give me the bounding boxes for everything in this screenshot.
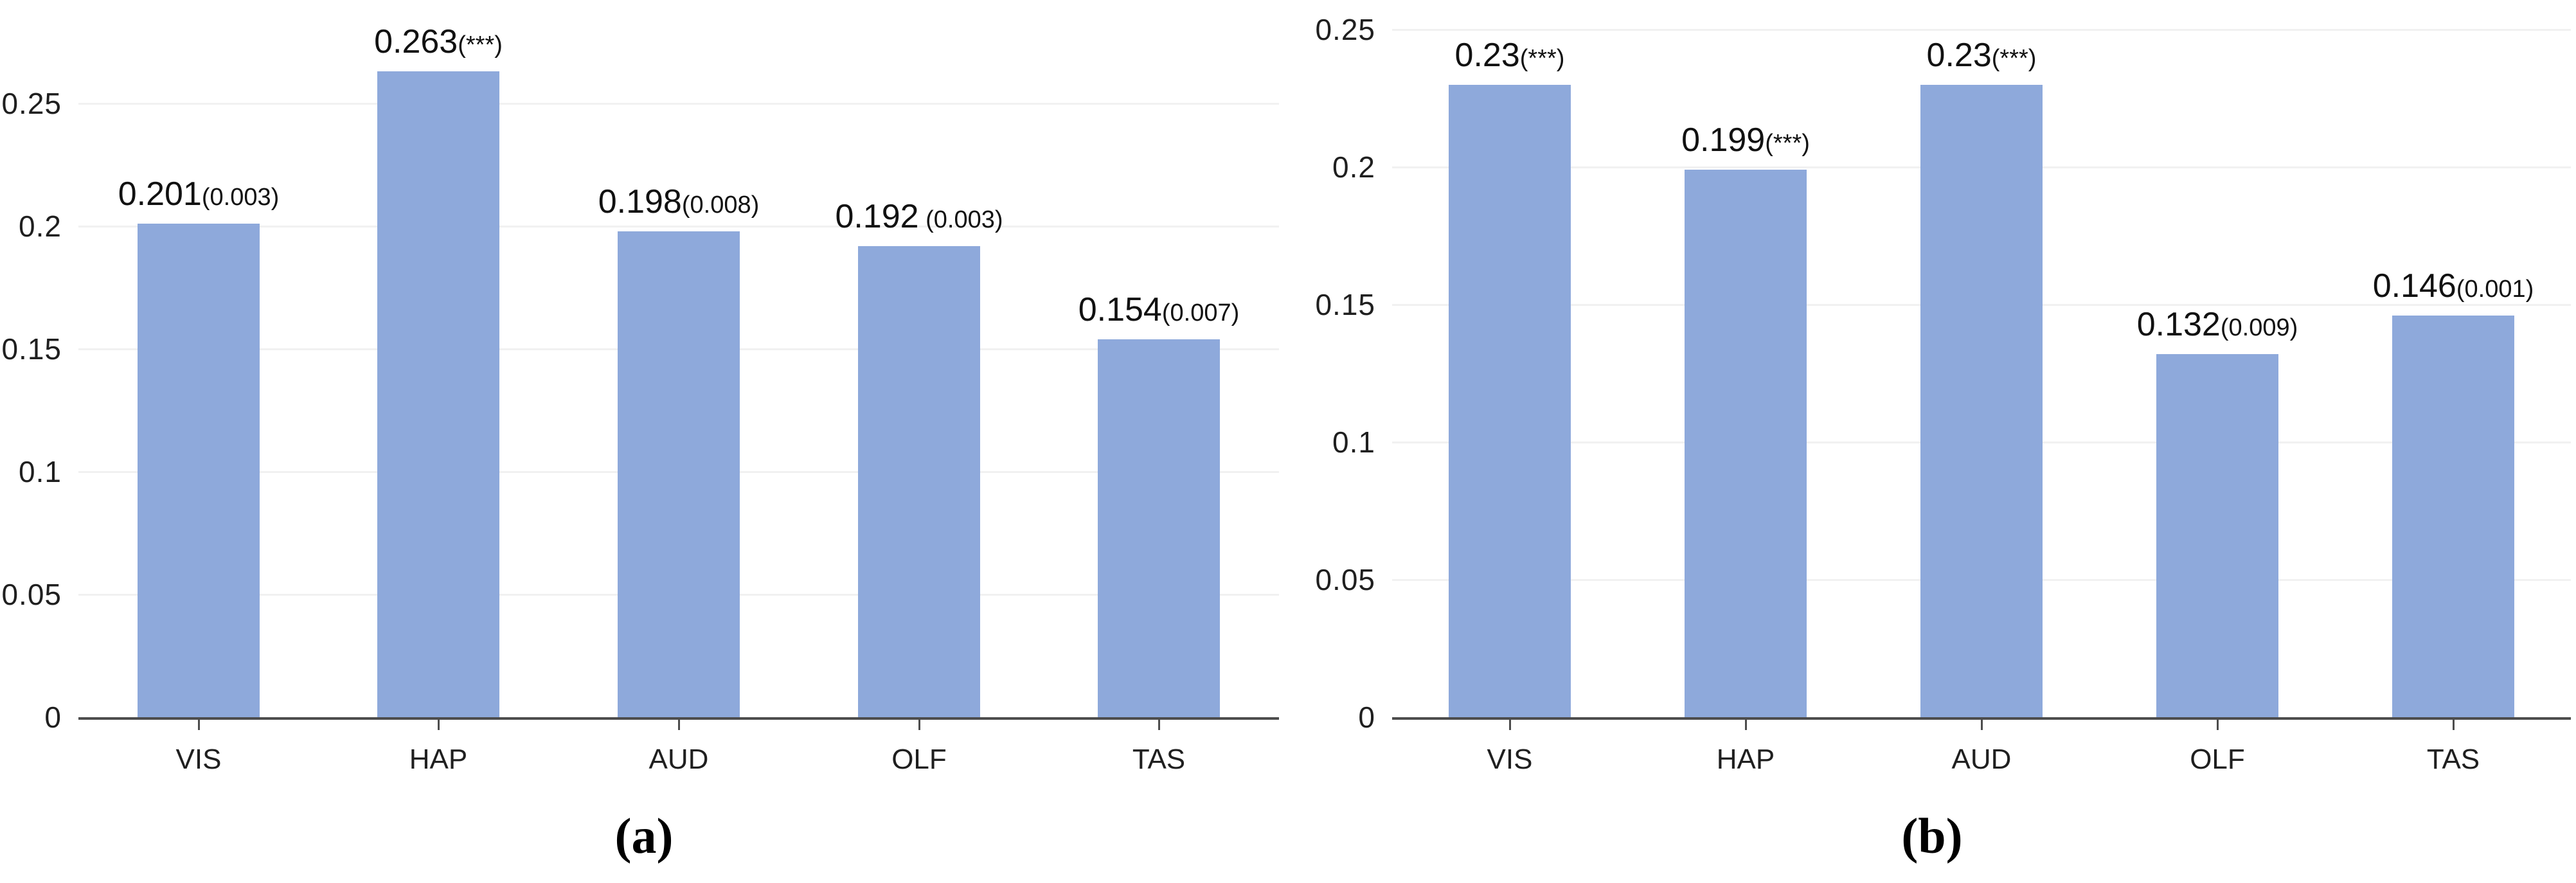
y-axis-tick-label: 0.25 — [1, 87, 62, 120]
y-gridline — [1392, 29, 2571, 31]
bar-value-label-tas: 0.154(0.007) — [960, 290, 1358, 332]
bar-value: 0.199 — [1681, 121, 1766, 159]
bar-value: 0.132 — [2136, 306, 2221, 343]
category-label-hap: HAP — [1716, 744, 1775, 775]
chart-panel-b: (b) 0 0.05 0.1 0.15 0.2 0.25 VIS 0.23(***) HAP 0.… — [1288, 0, 2576, 883]
category-label-olf: OLF — [2190, 744, 2245, 775]
bar-value-label-vis: 0.23(***) — [1310, 36, 1709, 78]
category-label-tas: TAS — [1132, 744, 1186, 775]
category-label-aud: AUD — [648, 744, 709, 775]
x-axis-tick — [198, 720, 200, 730]
bar-value-label-olf: 0.192 (0.003) — [720, 197, 1118, 239]
y-axis-tick-label: 0.2 — [1332, 150, 1375, 184]
y-axis-tick-label: 0 — [1358, 700, 1375, 734]
bar-olf — [2156, 354, 2278, 717]
bar-value: 0.23 — [1926, 37, 1992, 74]
bar-value: 0.201 — [118, 175, 202, 213]
bar-hap — [377, 71, 499, 717]
y-axis-tick-label: 0.1 — [19, 455, 62, 488]
x-axis-tick — [438, 720, 440, 730]
category-label-vis: VIS — [1487, 744, 1533, 775]
bar-value-label-tas: 0.146(0.001) — [2254, 267, 2576, 308]
bar-stat: (***) — [1991, 45, 2037, 72]
bar-aud — [1920, 85, 2043, 717]
bar-vis — [1449, 85, 1571, 717]
bar-value-label-hap: 0.263(***) — [239, 22, 638, 64]
category-label-hap: HAP — [409, 744, 468, 775]
bar-stat: (0.003) — [918, 206, 1003, 233]
bar-stat: (***) — [458, 31, 503, 58]
category-label-olf: OLF — [891, 744, 947, 775]
y-axis-tick-label: 0.25 — [1315, 13, 1375, 46]
bar-value: 0.146 — [2372, 267, 2456, 305]
category-label-vis: VIS — [175, 744, 222, 775]
chart-panel-a: (a) 0 0.05 0.1 0.15 0.2 0.25 VIS 0.201(0.003) HA… — [0, 22, 1279, 864]
x-axis-tick — [918, 720, 920, 730]
bar-stat: (***) — [1519, 45, 1565, 72]
bar-stat: (***) — [1765, 130, 1810, 157]
y-axis-tick-label: 0.05 — [1315, 563, 1375, 596]
bar-tas — [2392, 316, 2514, 717]
y-gridline — [78, 103, 1279, 105]
bar-value: 0.192 — [835, 198, 919, 235]
bar-value-label-hap: 0.199(***) — [1546, 121, 1945, 163]
x-axis-line — [78, 717, 1279, 720]
bar-vis — [138, 224, 260, 717]
x-axis-tick — [678, 720, 680, 730]
bar-aud — [618, 231, 740, 717]
bar-value: 0.154 — [1078, 291, 1162, 328]
y-axis-tick-label: 0.2 — [19, 210, 62, 243]
bar-value-label-vis: 0.201(0.003) — [0, 175, 398, 217]
y-gridline — [78, 226, 1279, 227]
y-axis-tick-label: 0.15 — [1, 332, 62, 366]
y-axis-tick-label: 0 — [44, 700, 62, 734]
bar-value: 0.198 — [598, 183, 682, 220]
y-axis-tick-label: 0.1 — [1332, 425, 1375, 459]
bar-tas — [1098, 339, 1220, 717]
x-axis-tick — [1981, 720, 1983, 730]
x-axis-line — [1392, 717, 2571, 720]
bar-stat: (0.009) — [2220, 314, 2298, 341]
bar-stat: (0.001) — [2456, 276, 2534, 303]
bar-value-label-olf: 0.132(0.009) — [2018, 305, 2417, 347]
category-label-tas: TAS — [2426, 744, 2480, 775]
bar-hap — [1685, 170, 1807, 717]
x-axis-tick — [1158, 720, 1160, 730]
category-label-aud: AUD — [1951, 744, 2012, 775]
bar-value: 0.23 — [1454, 37, 1520, 74]
bar-stat: (0.008) — [681, 192, 760, 219]
x-axis-tick — [2453, 720, 2455, 730]
bar-stat: (0.003) — [201, 184, 280, 211]
bar-value: 0.263 — [374, 23, 458, 60]
bar-value-label-aud: 0.198(0.008) — [479, 183, 878, 224]
x-axis-tick — [2217, 720, 2219, 730]
bar-stat: (0.007) — [1161, 299, 1240, 326]
bar-value-label-aud: 0.23(***) — [1782, 36, 2181, 78]
y-axis-tick-label: 0.15 — [1315, 288, 1375, 321]
subfigure-caption-a: (a) — [614, 808, 674, 864]
subfigure-caption-b: (b) — [1901, 808, 1963, 864]
x-axis-tick — [1509, 720, 1511, 730]
x-axis-tick — [1745, 720, 1747, 730]
bar-olf — [858, 246, 980, 717]
y-axis-tick-label: 0.05 — [1, 578, 62, 611]
